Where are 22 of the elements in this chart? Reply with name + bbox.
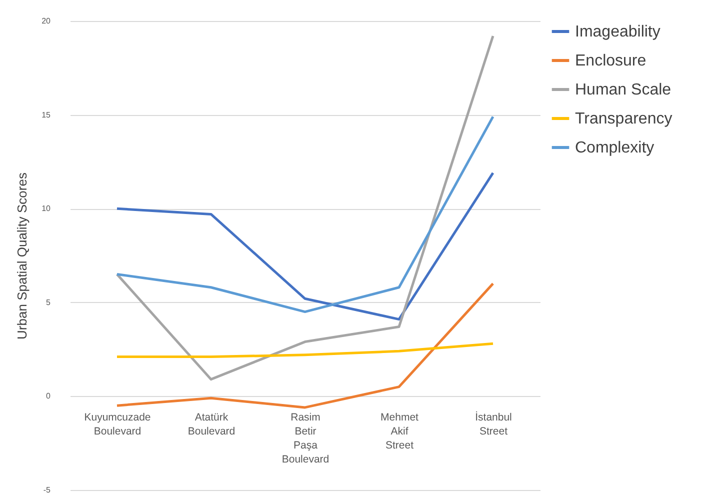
y-tick-label: 20 [42,16,52,26]
x-tick-label: Rasim Betir Paşa Boulevard [282,412,330,466]
x-tick-label: Atatürk Boulevard [188,412,236,438]
line-series [116,282,494,409]
x-tick-label: Mehmet Akif Street [380,412,419,452]
line-series [116,115,494,314]
legend-label: Transparency [575,110,672,128]
y-axis-title: Urban Spatial Quality Scores [14,172,30,340]
y-tick-label: 5 [46,298,52,307]
line-series [116,342,494,358]
legend-label: Human Scale [575,82,672,98]
x-tick-label: İstanbul Street [475,410,512,438]
y-tick-label: 0 [46,392,52,401]
x-tick-label: Kuyumcuzade Boulevard [84,412,151,438]
legend-label: Complexity [575,140,654,156]
legend-label: Enclosure [575,52,646,70]
y-tick-label: 15 [42,110,52,120]
line-series [116,34,494,381]
y-tick-label: 10 [42,204,52,214]
y-tick-label: -5 [43,486,52,494]
line-series [116,172,494,321]
legend-label: Imageability [575,24,660,40]
